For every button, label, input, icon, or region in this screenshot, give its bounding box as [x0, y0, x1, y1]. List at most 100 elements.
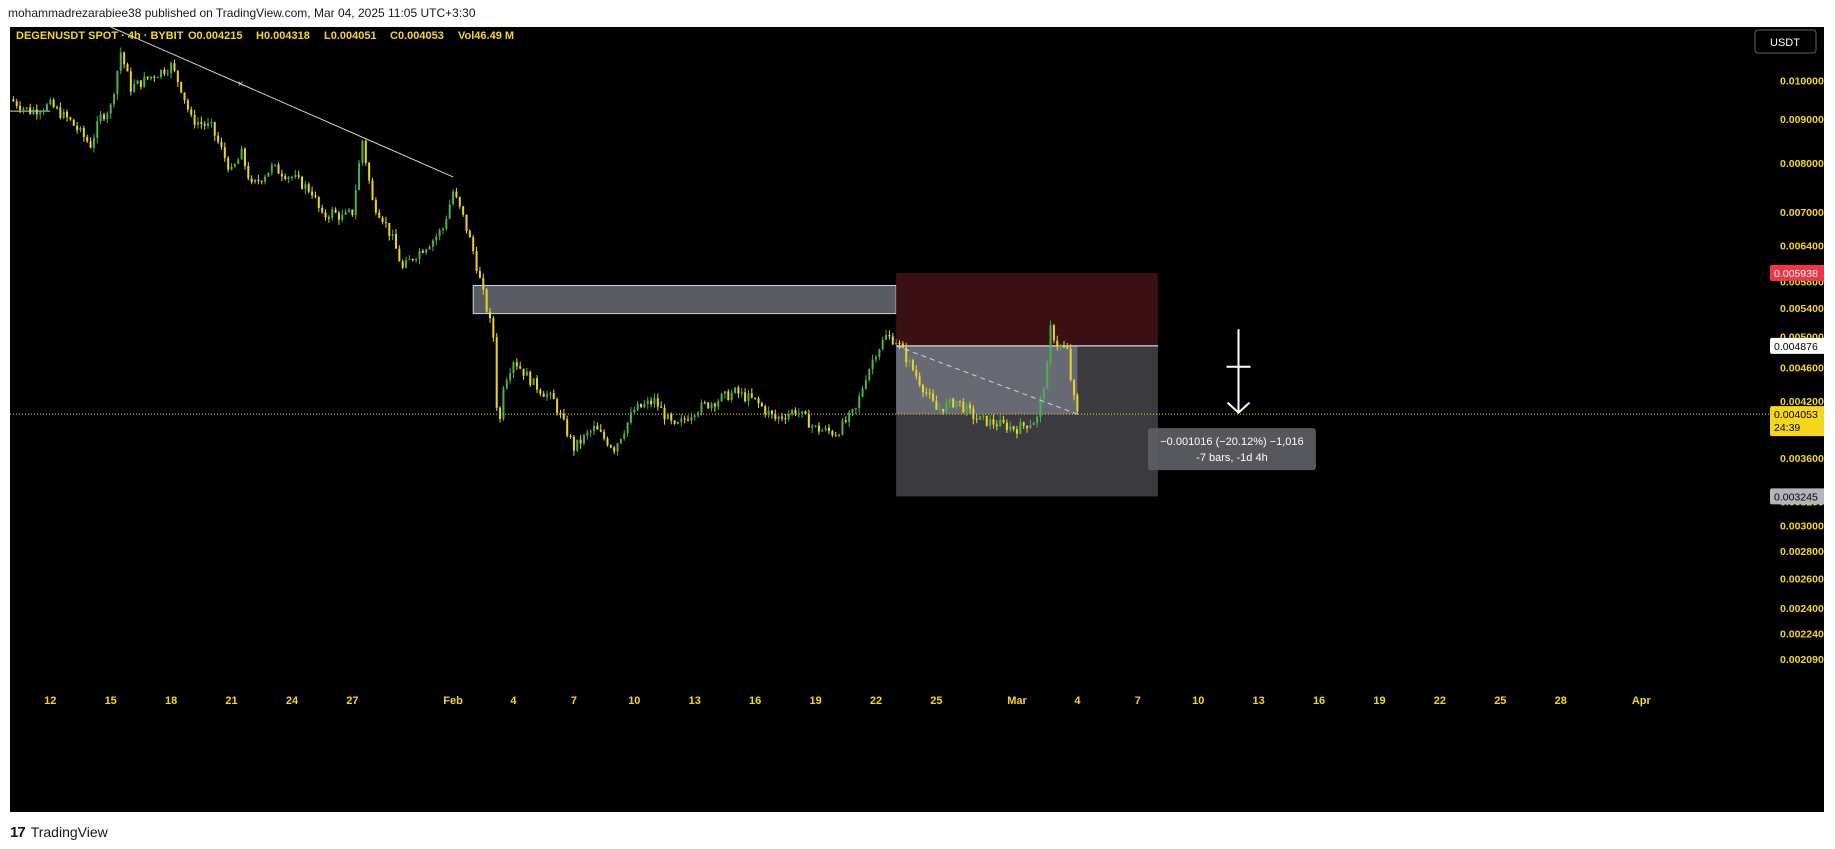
candle-body [143, 76, 146, 87]
x-tick-label: 27 [346, 695, 358, 707]
candle-body [781, 416, 784, 419]
candle-body [629, 412, 632, 423]
y-tick-label: 0.002800 [1780, 546, 1824, 558]
y-tick-label: 0.002090 [1780, 654, 1824, 666]
candle-body [579, 439, 582, 444]
candle-body [485, 289, 488, 312]
tradingview-logo-icon: 17 [10, 823, 26, 841]
candle-body [606, 438, 609, 446]
x-tick-label: 4 [1074, 695, 1081, 707]
candle-body [230, 166, 233, 170]
candle-body [341, 214, 344, 220]
candle-body [391, 234, 394, 236]
candle-body [445, 218, 448, 229]
candle-body [549, 393, 552, 395]
measure-label-bars: -7 bars, -1d 4h [1196, 452, 1268, 464]
candle-body [311, 191, 314, 196]
entry-price-label: 0.004876 [1774, 341, 1818, 353]
footer-brand[interactable]: 17 TradingView [10, 822, 108, 842]
candle-body [613, 447, 616, 452]
candle-body [713, 403, 716, 407]
candle-body [12, 99, 15, 102]
candle-body [710, 403, 713, 409]
candle-body [170, 63, 173, 74]
candle-body [908, 360, 911, 363]
candle-body [586, 432, 589, 436]
candle-body [750, 393, 753, 398]
chart-panel[interactable]: × −0.001016 (−20.12%) −1,016 -7 bars, -1d… [10, 27, 1824, 812]
candle-body [999, 419, 1002, 427]
position-risk-zone[interactable] [896, 272, 1158, 346]
stop-price-label-bg [1770, 264, 1824, 281]
down-arrow-icon[interactable] [1226, 401, 1251, 414]
candle-body [519, 366, 522, 369]
x-tick-label: 22 [1434, 695, 1446, 707]
candle-body [334, 209, 337, 213]
supply-zone[interactable] [472, 285, 897, 315]
candle-body [646, 400, 649, 404]
candle-body [250, 178, 253, 183]
candle-body [69, 117, 72, 120]
candle-body [569, 435, 572, 437]
candle-body [582, 435, 585, 444]
candle-body [1029, 425, 1032, 429]
candle-body [488, 311, 491, 319]
candle-body [243, 148, 246, 166]
x-tick-label: 28 [1555, 695, 1567, 707]
candle-body [660, 406, 663, 408]
candle-body [119, 52, 122, 71]
candle-body [59, 107, 62, 118]
candle-body [636, 403, 639, 410]
candle-body [975, 418, 978, 420]
bar-countdown-label: 24:39 [1774, 422, 1800, 434]
candle-body [895, 342, 898, 345]
candle-body [15, 101, 18, 107]
candle-body [1069, 348, 1072, 381]
candlestick-chart[interactable]: × −0.001016 (−20.12%) −1,016 -7 bars, -1d… [10, 27, 1824, 812]
candle-body [985, 415, 988, 426]
candle-body [690, 417, 693, 421]
candle-body [441, 228, 445, 231]
candle-body [492, 318, 495, 338]
trendline[interactable] [110, 27, 454, 178]
candle-body [210, 122, 213, 124]
candle-body [1009, 426, 1012, 430]
candle-body [1073, 380, 1076, 396]
candle-body [398, 248, 401, 262]
candle-body [932, 393, 935, 401]
candle-body [317, 197, 320, 208]
candle-body [512, 362, 515, 374]
candle-body [928, 392, 931, 394]
candle-body [92, 138, 95, 148]
currency-button[interactable]: USDT [1754, 29, 1817, 54]
candle-body [787, 414, 790, 419]
x-tick-label: 13 [1253, 695, 1265, 707]
candle-body [368, 162, 371, 181]
ohlc-open: O0.004215 [188, 30, 242, 42]
candle-body [737, 387, 740, 394]
y-tick-label: 0.003600 [1780, 453, 1824, 465]
candle-body [572, 436, 575, 451]
candle-body [327, 217, 330, 219]
y-tick-label: 0.004200 [1780, 396, 1824, 408]
candle-body [331, 209, 334, 219]
candle-body [22, 108, 25, 110]
measure-label-change: −0.001016 (−20.12%) −1,016 [1160, 436, 1303, 448]
candle-body [29, 107, 32, 115]
candle-body [213, 122, 216, 136]
candle-body [274, 164, 277, 166]
candle-body [35, 109, 38, 115]
candle-body [294, 175, 297, 177]
candle-body [656, 398, 659, 407]
candle-body [589, 430, 592, 433]
candle-body [502, 388, 505, 419]
candle-body [556, 399, 559, 413]
candle-body [901, 343, 904, 348]
candle-body [49, 99, 52, 105]
target-price-label-bg [1770, 488, 1824, 505]
candle-body [687, 419, 690, 421]
y-tick-label: 0.002240 [1780, 628, 1824, 640]
candle-body [881, 339, 884, 350]
candle-body [76, 125, 79, 131]
candle-body [227, 157, 230, 170]
